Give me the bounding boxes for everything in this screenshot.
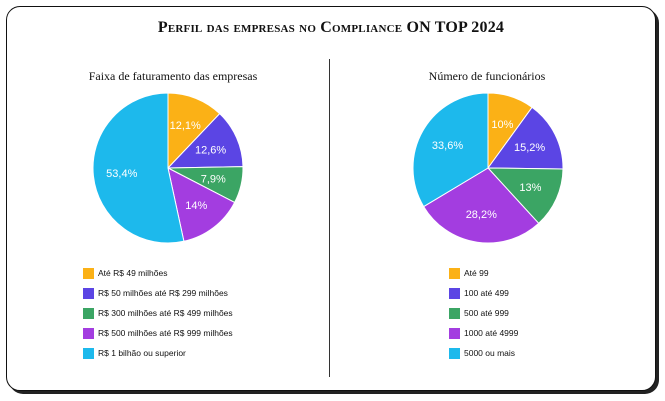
pie-0-slice-1 xyxy=(166,112,244,169)
page-title: Perfil das empresas no Compliance ON TOP… xyxy=(157,19,505,36)
legend-0-swatch-4 xyxy=(83,347,94,359)
legend-1-item-1: 100 até 499 xyxy=(449,283,518,303)
legend-0-item-0: Até R$ 49 milhões xyxy=(83,263,233,283)
pie-1-label-1: 15,2% xyxy=(514,142,545,154)
legend-0-swatch-3 xyxy=(83,327,94,339)
pie-chart-revenue: 12,1% 12,6% 7,9% 14% 53,4% xyxy=(92,92,244,244)
pie-1-slice-2 xyxy=(486,167,564,225)
legend-1-item-3: 1000 até 4999 xyxy=(449,323,518,343)
chart-1-title: Faixa de faturamento das empresas xyxy=(88,69,258,83)
pie-0-slice-3 xyxy=(167,167,236,242)
legend-0-label-1: R$ 50 milhões até R$ 299 milhões xyxy=(98,288,228,298)
legend-revenue: Até R$ 49 milhões R$ 50 milhões até R$ 29… xyxy=(83,263,233,363)
legend-1-label-3: 1000 até 4999 xyxy=(464,328,519,338)
legend-0-item-3: R$ 500 milhões até R$ 999 milhões xyxy=(83,323,233,343)
legend-1-item-4: 5000 ou mais xyxy=(449,343,518,363)
chart-2-title: Número de funcionários xyxy=(428,69,546,83)
pie-0-label-3: 14% xyxy=(185,200,207,212)
pie-0-label-0: 12,1% xyxy=(170,120,201,132)
pie-1-label-0: 10% xyxy=(491,119,513,131)
legend-1-item-0: Até 99 xyxy=(449,263,518,283)
legend-1-swatch-1 xyxy=(449,287,460,299)
legend-0-label-3: R$ 500 milhões até R$ 999 milhões xyxy=(98,328,233,338)
pie-1-slice-4 xyxy=(412,92,489,208)
legend-employees: Até 99 100 até 499 500 até 999 1000 até 499… xyxy=(449,263,518,363)
divider xyxy=(329,59,330,377)
pie-1-label-2: 13% xyxy=(519,182,541,194)
legend-1-swatch-0 xyxy=(449,267,460,279)
legend-1-item-2: 500 até 999 xyxy=(449,303,518,323)
pie-0-label-4: 53,4% xyxy=(106,168,137,180)
pie-chart-employees: 10%15,2% 13% 28,2% 33,6% xyxy=(412,92,564,244)
legend-1-label-2: 500 até 999 xyxy=(464,308,509,318)
legend-0-label-0: Até R$ 49 milhões xyxy=(98,268,168,278)
legend-1-swatch-4 xyxy=(449,347,460,359)
legend-1-swatch-3 xyxy=(449,327,460,339)
legend-0-swatch-2 xyxy=(83,307,94,319)
legend-0-item-4: R$ 1 bilhão ou superior xyxy=(83,343,233,363)
chart-card: Perfil das empresas no Compliance ON TOP… xyxy=(6,6,656,391)
legend-1-swatch-2 xyxy=(449,307,460,319)
legend-1-label-0: Até 99 xyxy=(464,268,489,278)
pie-0-slice-4 xyxy=(92,92,185,244)
pie-0-label-2: 7,9% xyxy=(201,174,226,186)
pie-1-label-4: 33,6% xyxy=(432,140,463,152)
legend-0-swatch-1 xyxy=(83,287,94,299)
legend-0-swatch-0 xyxy=(83,267,94,279)
legend-0-label-2: R$ 300 milhões até R$ 499 milhões xyxy=(98,308,233,318)
pie-1-label-3: 28,2% xyxy=(466,209,497,221)
legend-0-item-1: R$ 50 milhões até R$ 299 milhões xyxy=(83,283,233,303)
legend-0-item-2: R$ 300 milhões até R$ 499 milhões xyxy=(83,303,233,323)
legend-1-label-4: 5000 ou mais xyxy=(464,348,516,358)
legend-0-label-4: R$ 1 bilhão ou superior xyxy=(98,348,186,358)
pie-0-label-1: 12,6% xyxy=(195,144,226,156)
legend-1-label-1: 100 até 499 xyxy=(464,288,509,298)
pie-1-slice-3 xyxy=(422,167,540,244)
pie-1-slice-1 xyxy=(487,106,564,170)
